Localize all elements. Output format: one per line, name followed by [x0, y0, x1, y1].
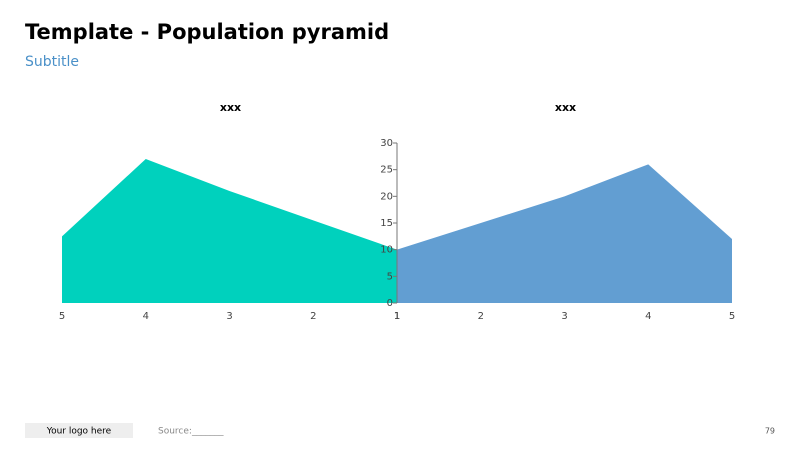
chart-title: xxx: [220, 101, 241, 114]
y-tick-label: 5: [387, 271, 393, 282]
x-tick-label: 5: [729, 311, 735, 322]
y-tick-label: 20: [380, 191, 393, 202]
area: [62, 159, 397, 303]
x-tick-label: 1: [394, 311, 400, 322]
y-tick-label: 0: [387, 298, 393, 309]
x-tick-label: 3: [561, 311, 567, 322]
x-tick-label: 5: [59, 311, 65, 322]
logo-text: Your logo here: [46, 427, 112, 437]
chart-title: xxx: [555, 101, 576, 114]
area: [397, 164, 732, 303]
x-tick-label: 2: [310, 311, 316, 322]
y-tick-label: 15: [380, 218, 393, 229]
x-tick-label: 1: [394, 311, 400, 322]
x-tick-label: 2: [478, 311, 484, 322]
slide-title: Template - Population pyramid: [25, 20, 389, 44]
y-tick-label: 30: [380, 138, 393, 149]
x-tick-label: 3: [226, 311, 232, 322]
x-tick-label: 4: [645, 311, 651, 322]
page-number: 79: [765, 427, 775, 436]
logo-box: [25, 423, 133, 438]
slide-subtitle: Subtitle: [25, 54, 79, 70]
x-tick-label: 4: [143, 311, 149, 322]
source: Source:_______: [158, 427, 224, 437]
y-tick-label: 25: [380, 165, 393, 176]
y-tick-label: 10: [380, 245, 393, 256]
